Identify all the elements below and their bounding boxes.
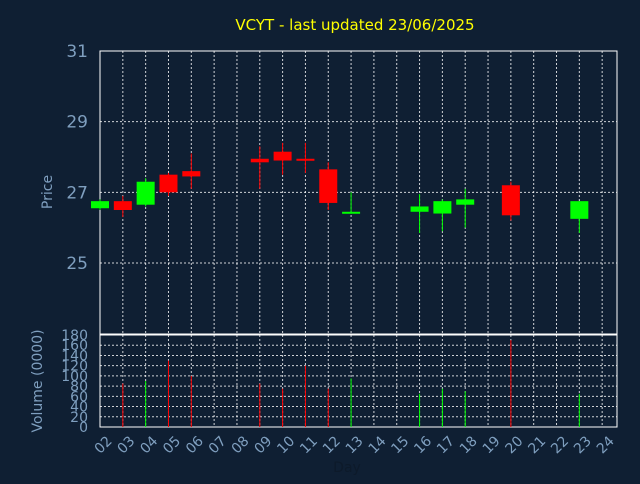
candle-body bbox=[296, 158, 315, 161]
volume-tick-label: 80 bbox=[70, 379, 88, 395]
x-tick-label: 08 bbox=[229, 433, 253, 457]
x-tick-label: 05 bbox=[160, 433, 184, 457]
x-tick-label: 18 bbox=[457, 433, 481, 457]
grid-layer bbox=[99, 50, 618, 428]
x-tick-label: 14 bbox=[366, 433, 390, 457]
x-tick-label: 13 bbox=[343, 433, 367, 457]
x-axis-label: Day bbox=[333, 460, 361, 476]
candle-body bbox=[113, 201, 132, 210]
x-tick-label: 09 bbox=[251, 433, 275, 457]
volume-tick-label: 100 bbox=[61, 369, 88, 385]
price-tick-label: 25 bbox=[66, 254, 88, 274]
volume-tick-label: 120 bbox=[61, 359, 88, 375]
candle-body bbox=[342, 211, 361, 214]
chart-title: VCYT - last updated 23/06/2025 bbox=[235, 16, 474, 34]
candle-body bbox=[570, 201, 589, 219]
x-tick-label: 02 bbox=[92, 433, 116, 457]
x-tick-label: 24 bbox=[594, 433, 618, 457]
x-tick-label: 12 bbox=[320, 433, 344, 457]
candle-body bbox=[136, 181, 155, 205]
price-tick-label: 29 bbox=[66, 113, 88, 133]
candle-body bbox=[433, 201, 452, 214]
volume-tick-label: 140 bbox=[61, 348, 88, 364]
x-tick-label: 22 bbox=[548, 433, 572, 457]
volume-tick-label: 0 bbox=[79, 420, 88, 436]
candle-body bbox=[456, 199, 475, 205]
x-tick-label: 11 bbox=[297, 433, 321, 457]
candle-body bbox=[91, 201, 109, 209]
x-tick-label: 10 bbox=[274, 433, 298, 457]
x-tick-label: 07 bbox=[206, 433, 230, 457]
candle-body bbox=[250, 158, 269, 163]
tick-labels-layer: 0203040506070809101112131415161718192021… bbox=[61, 42, 618, 457]
x-tick-label: 20 bbox=[503, 433, 527, 457]
x-tick-label: 16 bbox=[411, 433, 435, 457]
price-axis-label: Price bbox=[40, 175, 56, 209]
x-tick-label: 04 bbox=[137, 433, 161, 457]
price-tick-label: 27 bbox=[66, 183, 88, 203]
volume-tick-label: 20 bbox=[70, 410, 88, 426]
candle-body bbox=[182, 171, 201, 177]
candle-body bbox=[273, 151, 292, 161]
volume-axis-label: Volume (0000) bbox=[30, 329, 46, 432]
volume-tick-label: 160 bbox=[61, 338, 88, 354]
volume-tick-label: 60 bbox=[70, 389, 88, 405]
candle-body bbox=[501, 185, 520, 216]
x-tick-label: 19 bbox=[480, 433, 504, 457]
x-tick-label: 17 bbox=[434, 433, 458, 457]
x-tick-label: 15 bbox=[388, 433, 412, 457]
candle-body bbox=[319, 169, 338, 203]
volume-tick-label: 40 bbox=[70, 400, 88, 416]
x-tick-label: 03 bbox=[115, 433, 139, 457]
x-tick-label: 21 bbox=[525, 433, 549, 457]
x-tick-label: 06 bbox=[183, 433, 207, 457]
x-tick-label: 23 bbox=[571, 433, 595, 457]
candle-body bbox=[159, 174, 178, 193]
volume-tick-label: 180 bbox=[61, 328, 88, 344]
price-tick-label: 31 bbox=[66, 42, 88, 62]
volume-panel-frame bbox=[99, 334, 618, 428]
candle-body bbox=[410, 206, 429, 212]
marks-layer bbox=[91, 142, 589, 427]
